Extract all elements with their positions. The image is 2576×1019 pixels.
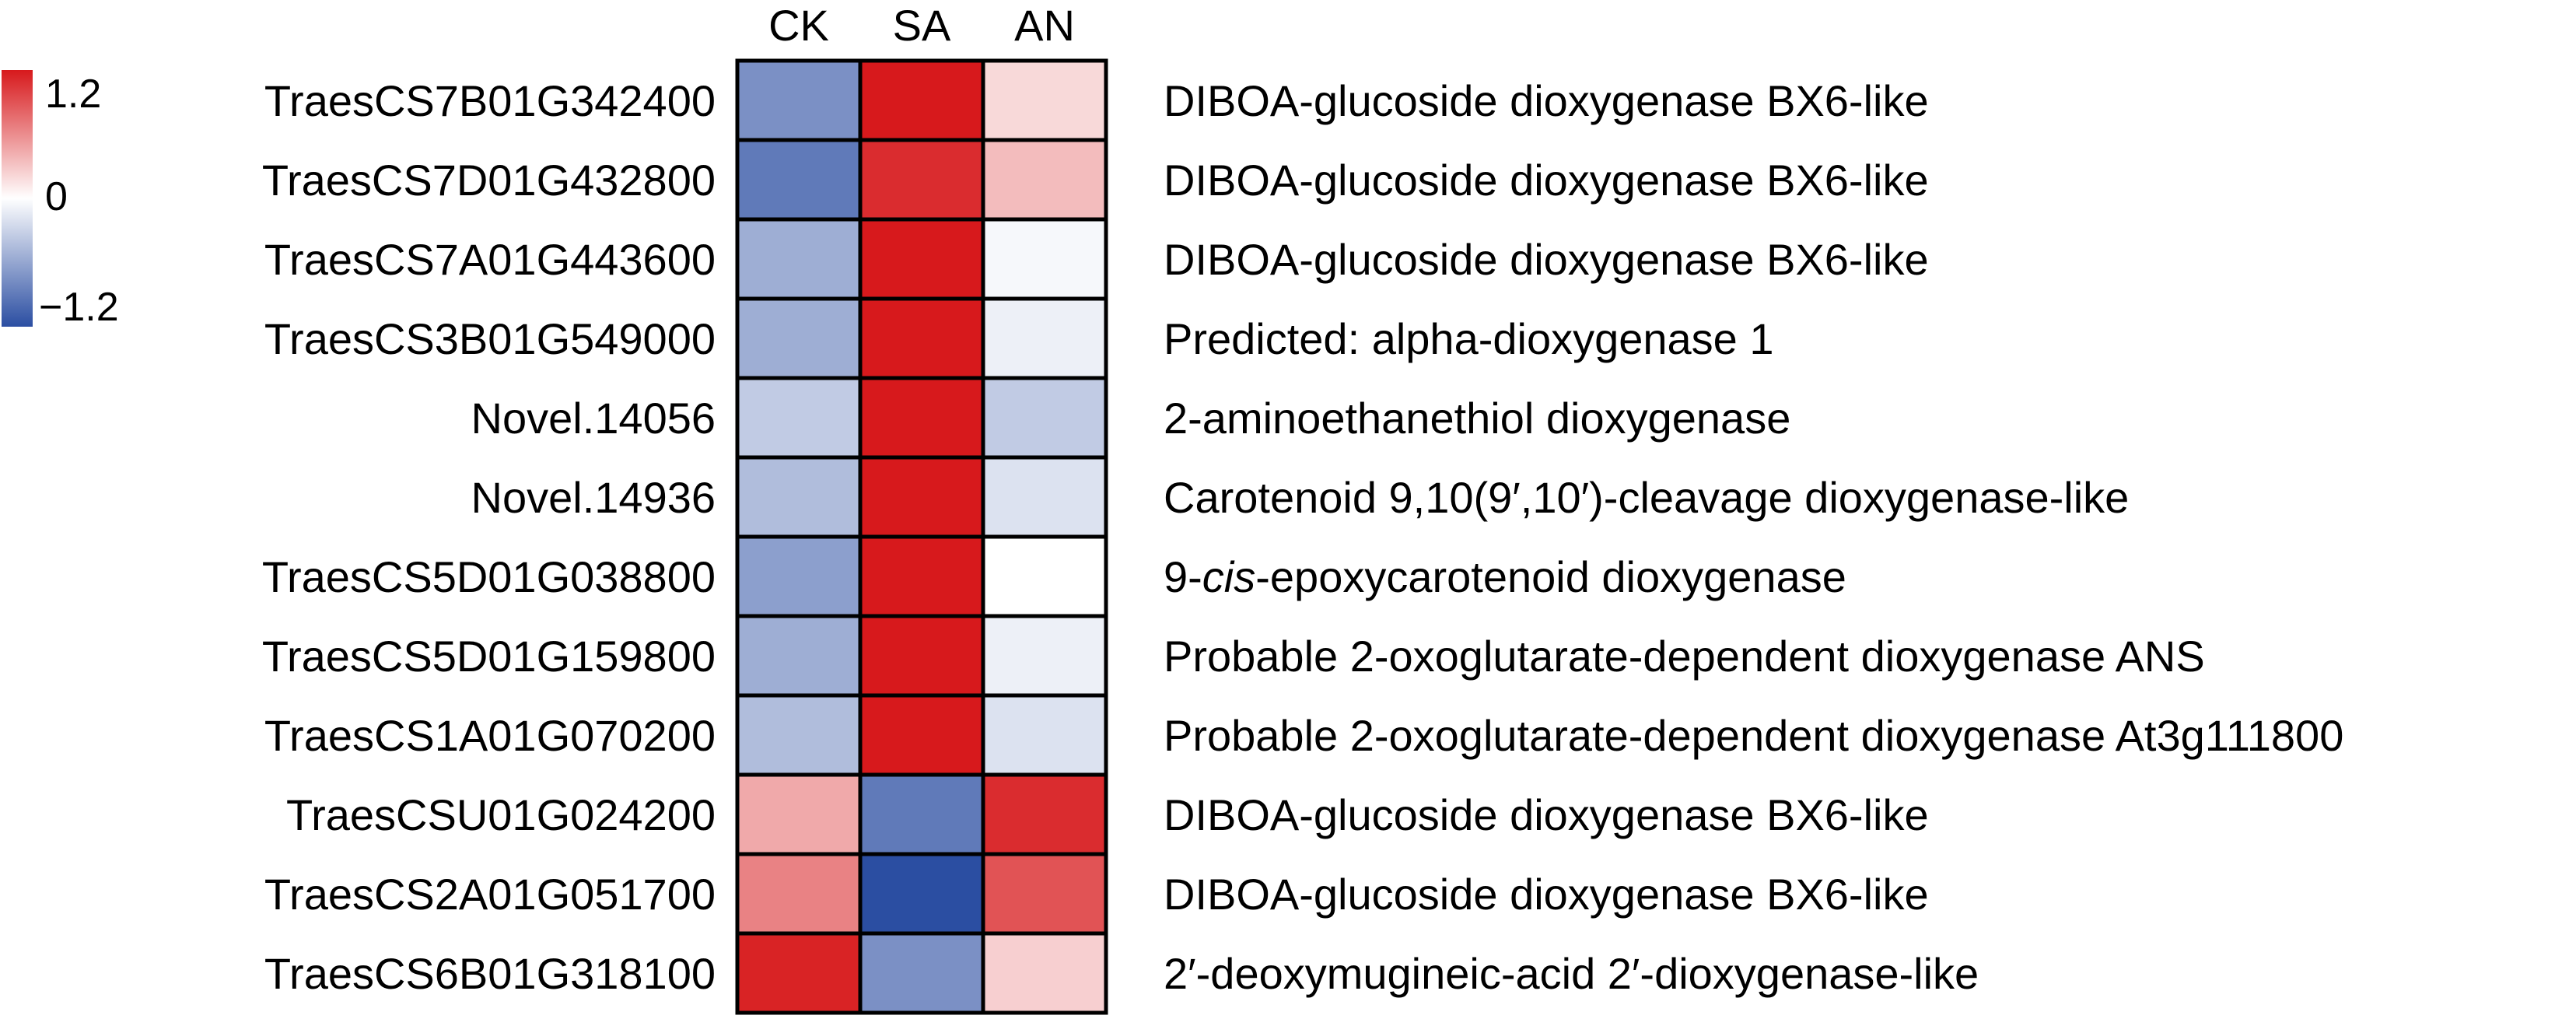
heatmap-cell — [735, 376, 863, 460]
heatmap-cell — [858, 772, 985, 856]
column-label-sa: SA — [893, 1, 951, 50]
row-label: Novel.14056 — [471, 394, 716, 443]
row-label: TraesCS7A01G443600 — [264, 235, 716, 284]
row-label: TraesCS3B01G549000 — [264, 314, 716, 363]
heatmap-cell — [981, 296, 1108, 380]
heatmap-cell — [735, 693, 863, 777]
heatmap-cells — [735, 58, 1108, 1015]
heatmap-cell — [858, 852, 985, 936]
annotation-labels: DIBOA-glucoside dioxygenase BX6-like DIBO… — [1164, 76, 2343, 998]
row-label: TraesCS5D01G159800 — [262, 632, 716, 681]
heatmap-cell — [981, 58, 1108, 142]
row-label: TraesCS6B01G318100 — [264, 949, 716, 998]
heatmap-cell — [981, 455, 1108, 539]
heatmap-cell — [858, 138, 985, 222]
annotation-label: DIBOA-glucoside dioxygenase BX6-like — [1164, 870, 1929, 919]
heatmap-cell — [981, 138, 1108, 222]
annotation-label: Predicted: alpha-dioxygenase 1 — [1164, 314, 1774, 363]
row-label: TraesCS2A01G051700 — [264, 870, 716, 919]
legend-tick-mid: 0 — [45, 174, 68, 219]
column-label-ck: CK — [768, 1, 829, 50]
heatmap-cell — [858, 376, 985, 460]
heatmap-cell — [981, 534, 1108, 618]
heatmap-cell — [735, 614, 863, 698]
annotation-label: 2′-deoxymugineic-acid 2′-dioxygenase-lik… — [1164, 949, 1979, 998]
heatmap-cell — [981, 376, 1108, 460]
annotation-label: Probable 2-oxoglutarate-dependent dioxyg… — [1164, 711, 2343, 760]
row-labels: TraesCS7B01G342400 TraesCS7D01G432800 Trae… — [262, 76, 716, 998]
row-label: TraesCS1A01G070200 — [264, 711, 716, 760]
heatmap-cell — [858, 58, 985, 142]
heatmap-cell — [858, 217, 985, 301]
row-label: TraesCS7D01G432800 — [262, 156, 716, 205]
annotation-label: Probable 2-oxoglutarate-dependent dioxyg… — [1164, 632, 2205, 681]
heatmap-cell — [735, 217, 863, 301]
heatmap-cell — [981, 614, 1108, 698]
annotation-label: DIBOA-glucoside dioxygenase BX6-like — [1164, 76, 1929, 125]
annotation-label: 2-aminoethanethiol dioxygenase — [1164, 394, 1790, 443]
row-label: TraesCS5D01G038800 — [262, 552, 716, 601]
annotation-label: DIBOA-glucoside dioxygenase BX6-like — [1164, 156, 1929, 205]
heatmap-cell — [858, 931, 985, 1015]
heatmap-cell — [981, 931, 1108, 1015]
color-legend: 1.2 0 −1.2 — [2, 70, 119, 330]
color-legend-bar — [2, 70, 33, 327]
column-label-an: AN — [1014, 1, 1075, 50]
heatmap-cell — [735, 58, 863, 142]
heatmap-cell — [858, 296, 985, 380]
annotation-label: Carotenoid 9,10(9′,10′)-cleavage dioxyge… — [1164, 473, 2129, 522]
heatmap-cell — [735, 931, 863, 1015]
legend-tick-max: 1.2 — [45, 72, 101, 117]
heatmap-cell — [981, 217, 1108, 301]
annotation-label: 9-cis-epoxycarotenoid dioxygenase — [1164, 552, 1846, 601]
row-label: Novel.14936 — [471, 473, 716, 522]
heatmap-cell — [735, 296, 863, 380]
heatmap-cell — [981, 693, 1108, 777]
annotation-label: DIBOA-glucoside dioxygenase BX6-like — [1164, 790, 1929, 839]
heatmap-cell — [735, 138, 863, 222]
heatmap-cell — [735, 772, 863, 856]
row-label: TraesCS7B01G342400 — [264, 76, 716, 125]
heatmap-cell — [858, 534, 985, 618]
heatmap-cell — [858, 614, 985, 698]
heatmap-cell — [981, 772, 1108, 856]
heatmap-cell — [735, 455, 863, 539]
row-label: TraesCSU01G024200 — [286, 790, 716, 839]
heatmap-cell — [858, 693, 985, 777]
heatmap-cell — [735, 534, 863, 618]
heatmap-cell — [735, 852, 863, 936]
legend-tick-min: −1.2 — [39, 285, 119, 330]
annotation-label: DIBOA-glucoside dioxygenase BX6-like — [1164, 235, 1929, 284]
heatmap-cell — [858, 455, 985, 539]
column-labels: CK SA AN — [768, 1, 1075, 50]
heatmap-cell — [981, 852, 1108, 936]
